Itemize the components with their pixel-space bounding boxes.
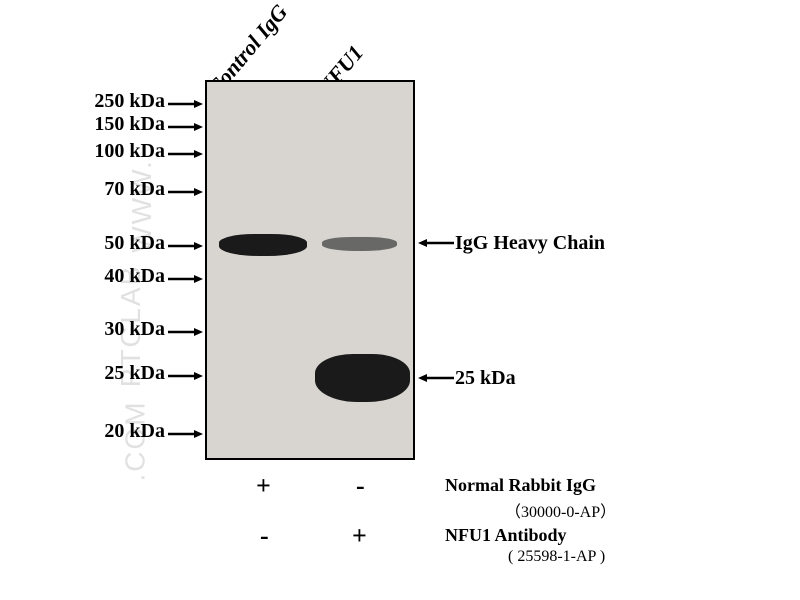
mw-label-70: 70 kDa xyxy=(104,178,165,201)
mw-arrow-25 xyxy=(168,370,203,382)
treatment-lane1-row1: + xyxy=(256,471,271,501)
band-nfu1-igg-heavy xyxy=(322,237,397,251)
treatment-desc-nfu1: NFU1 Antibody xyxy=(445,525,567,546)
right-arrow-igg-heavy xyxy=(418,236,454,254)
mw-label-250: 250 kDa xyxy=(94,90,165,113)
mw-arrow-70 xyxy=(168,186,203,198)
mw-arrow-20 xyxy=(168,428,203,440)
mw-arrow-40 xyxy=(168,273,203,285)
mw-arrow-100 xyxy=(168,148,203,160)
band-nfu1-target xyxy=(315,354,410,402)
right-label-igg-heavy: IgG Heavy Chain xyxy=(455,232,605,255)
mw-label-30: 30 kDa xyxy=(104,318,165,341)
treatment-lane2-row1: - xyxy=(356,471,365,501)
mw-label-150: 150 kDa xyxy=(94,113,165,136)
right-label-25kda: 25 kDa xyxy=(455,367,516,390)
mw-arrow-30 xyxy=(168,326,203,338)
mw-label-100: 100 kDa xyxy=(94,140,165,163)
mw-label-50: 50 kDa xyxy=(104,232,165,255)
western-blot-membrane xyxy=(205,80,415,460)
treatment-lane1-row2: - xyxy=(260,521,269,551)
mw-arrow-250 xyxy=(168,98,203,110)
treatment-sub-nfu1: ( 25598-1-AP ) xyxy=(508,548,605,566)
right-arrow-25kda xyxy=(418,371,454,389)
treatment-lane2-row2: + xyxy=(352,521,367,551)
treatment-sub-control: （30000-0-AP） xyxy=(505,498,616,522)
mw-arrow-150 xyxy=(168,121,203,133)
band-control-igg-heavy xyxy=(219,234,307,256)
mw-label-20: 20 kDa xyxy=(104,420,165,443)
mw-label-25: 25 kDa xyxy=(104,362,165,385)
treatment-desc-control: Normal Rabbit IgG xyxy=(445,475,596,496)
mw-arrow-50 xyxy=(168,240,203,252)
mw-label-40: 40 kDa xyxy=(104,265,165,288)
